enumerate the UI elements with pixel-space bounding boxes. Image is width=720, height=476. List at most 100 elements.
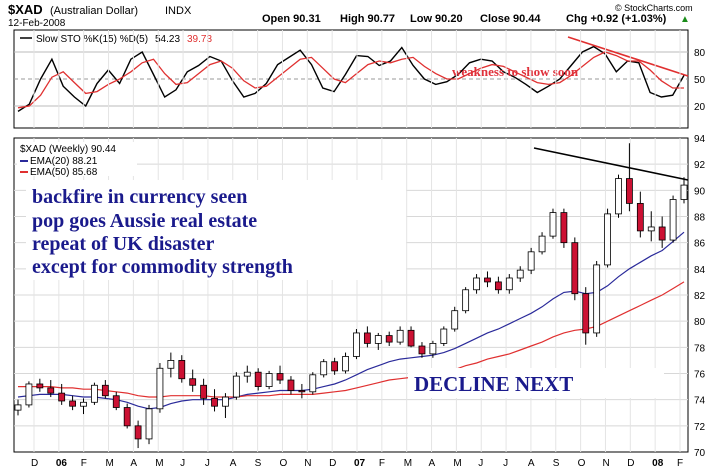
x-tick-label: A [230, 458, 237, 469]
x-tick-label: D [627, 458, 634, 469]
candle-body [156, 367, 164, 410]
x-tick-label: N [602, 458, 609, 469]
candle-body [232, 375, 240, 398]
sto-tick-label: 20 [694, 102, 706, 113]
x-tick-label: J [180, 458, 185, 469]
candle-body [505, 277, 513, 291]
candle-body [626, 178, 633, 204]
candle-body [353, 332, 360, 357]
price-tick-label: 80 [694, 317, 706, 328]
x-tick-label: J [205, 458, 210, 469]
candle-body [276, 373, 284, 381]
x-tick-label: J [503, 458, 508, 469]
candle-body [36, 383, 44, 389]
candle-body [287, 379, 295, 391]
candle-body [385, 335, 393, 343]
stochastic-lines [17, 45, 685, 112]
change-value: Chg +0.92 (+1.03%) [566, 13, 667, 25]
candle-body [363, 332, 371, 344]
x-tick-label: A [528, 458, 535, 469]
decline-callout: DECLINE NEXT [414, 372, 573, 396]
x-tick-label: M [453, 458, 461, 469]
price-tick-label: 70 [694, 448, 706, 459]
candle-body [615, 178, 622, 215]
x-tick-label: S [255, 458, 262, 469]
candle-body [254, 371, 262, 387]
candle-body [200, 384, 208, 399]
price-tick-label: 88 [694, 213, 706, 224]
note-box [26, 180, 406, 280]
sto-d-value: 39.73 [187, 34, 212, 45]
sto-d-line [17, 51, 684, 109]
candle-body [47, 387, 55, 394]
x-tick-label: 07 [354, 458, 366, 469]
x-tick-label: F [379, 458, 385, 469]
candle-body [91, 384, 98, 403]
candle-body [320, 361, 328, 376]
x-tick-label: D [31, 458, 38, 469]
candle-body [462, 289, 470, 312]
stochastic-panel: 20 50 80 Slow STO %K(15) %D(5) 54.23 39.73… [13, 29, 706, 129]
price-tick-label: 72 [694, 422, 706, 433]
x-tick-label: D [329, 458, 336, 469]
price-panel: 94 92 90 88 86 84 82 80 78 76 74 72 70 $XAD (Weekly)… [13, 30, 706, 459]
resistance-trendline [533, 147, 689, 181]
open-value: Open 90.31 [262, 13, 321, 25]
candle-body [374, 335, 382, 344]
symbol: $XAD [8, 2, 43, 17]
close-value: Close 90.44 [480, 13, 541, 25]
sto-annotation: weakness to show soon [452, 64, 579, 79]
candle-body [494, 281, 502, 291]
x-tick-label: 06 [56, 458, 68, 469]
candle-body [560, 212, 568, 244]
candle-body [516, 269, 524, 279]
candle-body [123, 407, 131, 427]
up-arrow-icon: ▲ [680, 14, 690, 25]
price-tick-label: 86 [694, 239, 706, 250]
x-tick-label: F [81, 458, 87, 469]
x-tick-label: N [304, 458, 311, 469]
price-label: $XAD (Weekly) 90.44 [20, 144, 116, 155]
candle-body [167, 360, 175, 369]
candle-body [211, 397, 218, 407]
x-tick-label: F [677, 458, 683, 469]
price-tick-label: 84 [694, 265, 706, 276]
candle-body [69, 400, 76, 407]
low-value: Low 90.20 [410, 13, 463, 25]
note-line-4: except for commodity strength [32, 256, 293, 278]
x-tick-label: O [578, 458, 586, 469]
note-line-2: pop goes Aussie real estate [32, 210, 257, 232]
candle-body [658, 226, 666, 241]
candle-body [582, 293, 590, 334]
callout-box [408, 368, 664, 398]
x-tick-label: S [553, 458, 560, 469]
candle-body [593, 264, 601, 334]
candle-body [571, 242, 579, 295]
ema50-label: EMA(50) 85.68 [30, 167, 98, 178]
candle-body [680, 184, 688, 200]
candle-body [25, 383, 33, 406]
high-value: High 90.77 [340, 13, 395, 25]
candle-body [407, 329, 415, 347]
candle-body [396, 329, 404, 343]
exchange: INDX [165, 5, 192, 17]
candle-body [134, 425, 142, 440]
candle-body [331, 361, 339, 372]
note-line-3: repeat of UK disaster [32, 233, 214, 255]
sto-tick-label: 80 [694, 48, 706, 59]
price-tick-label: 74 [694, 396, 706, 407]
ema20-label: EMA(20) 88.21 [30, 156, 98, 167]
candle-body [189, 378, 197, 386]
sto-k-value: 54.23 [155, 34, 180, 45]
candle-body [58, 392, 66, 402]
candle-body [418, 345, 426, 355]
candle-body [451, 310, 459, 330]
note-line-1: backfire in currency seen [32, 186, 247, 208]
candle-body [669, 199, 677, 241]
x-tick-label: M [106, 458, 114, 469]
stochastic-ticks: 20 50 80 [694, 48, 706, 113]
ema50-line [18, 281, 685, 398]
candle-body [243, 371, 251, 377]
x-tick-label: M [155, 458, 163, 469]
